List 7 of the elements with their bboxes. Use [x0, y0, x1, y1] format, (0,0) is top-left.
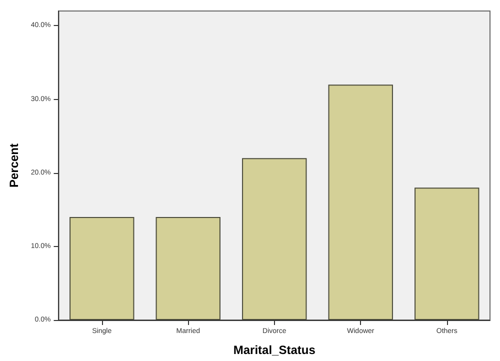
- y-axis-title: Percent: [7, 143, 21, 188]
- bar: [242, 158, 307, 320]
- bar: [414, 188, 480, 320]
- bar: [156, 217, 220, 320]
- bar: [328, 84, 393, 320]
- x-axis-title: Marital_Status: [233, 343, 316, 357]
- bar: [70, 217, 134, 320]
